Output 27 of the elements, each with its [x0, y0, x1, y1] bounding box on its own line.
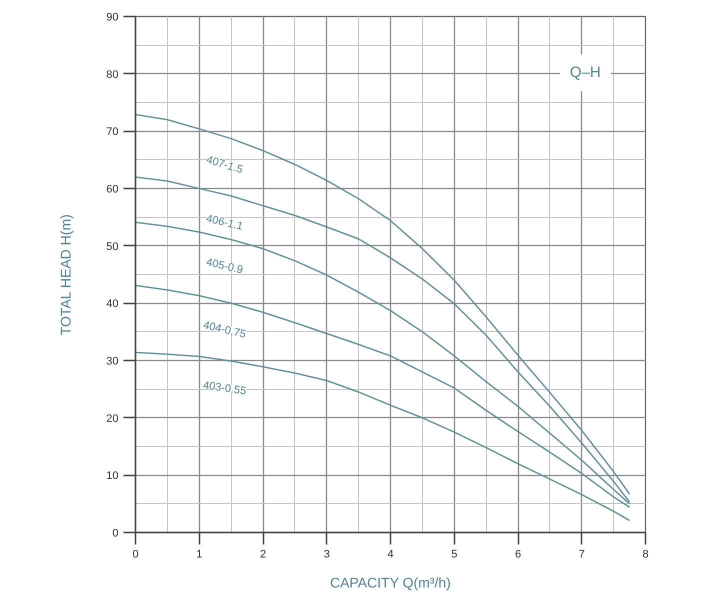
- y-tick-label: 80: [106, 68, 119, 81]
- y-tick-label: 10: [106, 470, 119, 482]
- x-tick-label: 1: [196, 548, 202, 560]
- y-tick-label: 40: [106, 298, 119, 310]
- y-tick-label: 70: [106, 126, 119, 138]
- x-tick-label: 7: [578, 548, 585, 560]
- x-axis-title: CAPACITY Q(m³/h): [330, 574, 451, 590]
- y-tick-label: 90: [106, 12, 119, 24]
- y-tick-label: 0: [112, 528, 119, 540]
- y-tick-label: 50: [106, 240, 119, 253]
- text: 405-0.9: [204, 256, 244, 276]
- y-tick-label: 20: [106, 412, 119, 425]
- y-tick-label: 30: [106, 356, 119, 368]
- x-tick-label: 2: [260, 548, 266, 560]
- text: 404-0.75: [202, 319, 248, 341]
- x-tick-label: 6: [514, 548, 522, 560]
- text: 403-0.55: [202, 379, 247, 398]
- text: Q–H: [570, 64, 601, 82]
- x-tick-label: 8: [642, 548, 649, 560]
- y-axis-title: TOTAL HEAD H(m): [57, 214, 74, 336]
- x-tick-label: 3: [324, 548, 330, 560]
- y-tick-label: 60: [106, 184, 119, 196]
- x-tick-label: 0: [132, 548, 139, 560]
- text: 407-1.5: [204, 154, 244, 176]
- x-tick-label: 5: [451, 548, 458, 560]
- x-tick-label: 4: [387, 548, 394, 560]
- text: 406-1.1: [204, 212, 244, 233]
